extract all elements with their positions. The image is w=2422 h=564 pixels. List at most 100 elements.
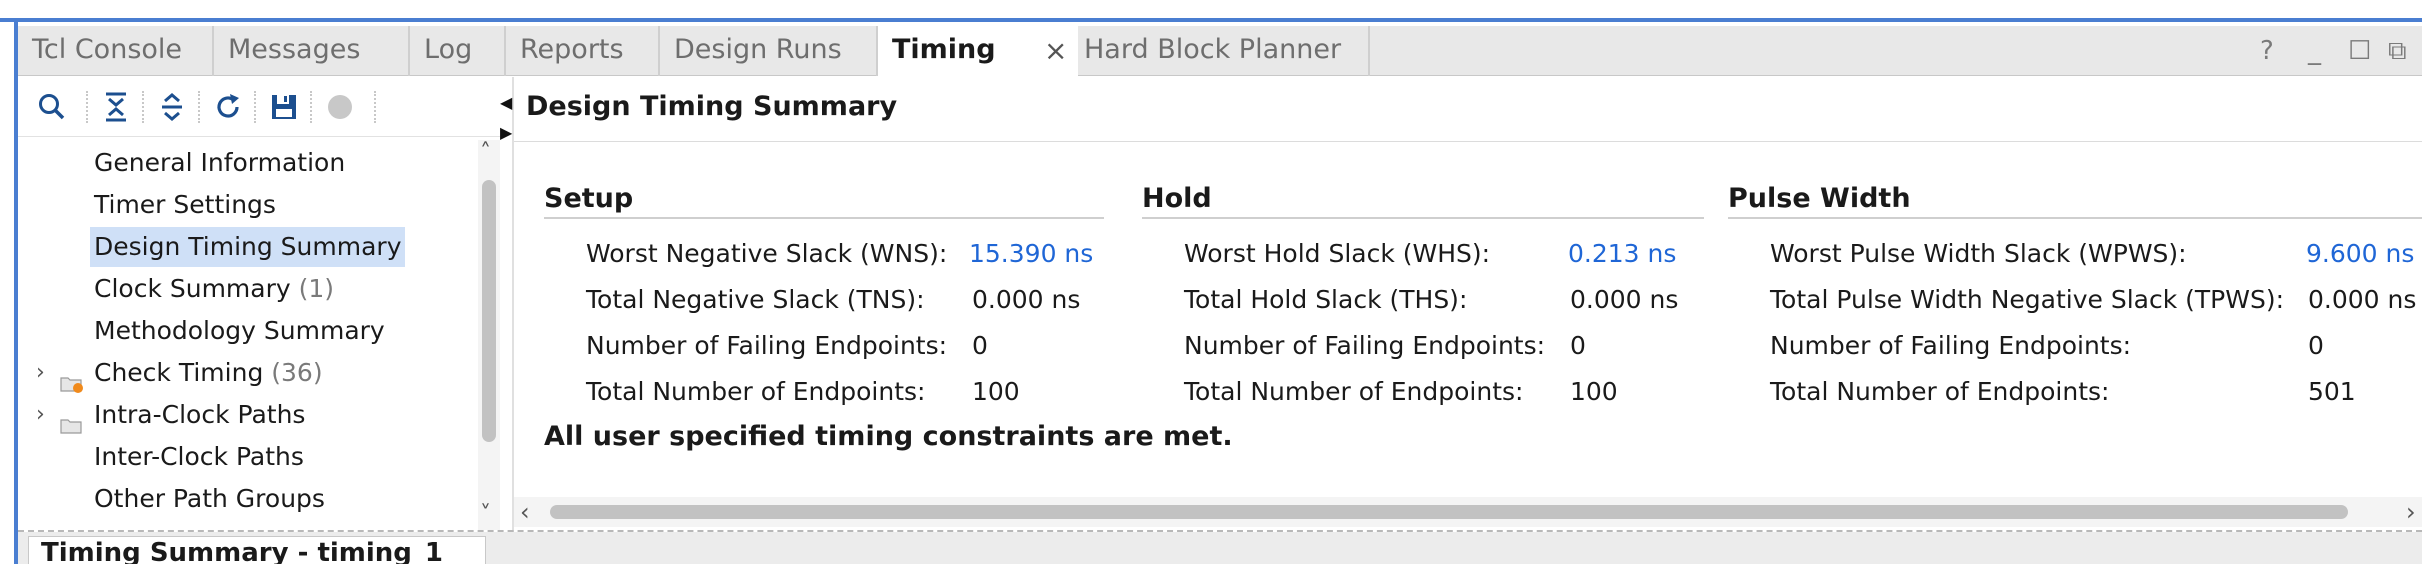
- hold-failing-value: 0: [1570, 331, 1586, 360]
- tab-label: Log: [424, 34, 473, 65]
- folder-warning-icon: [60, 365, 84, 393]
- hold-divider: [1142, 217, 1704, 219]
- help-icon[interactable]: ?: [2260, 36, 2274, 66]
- toolbar-separator: [142, 91, 144, 123]
- folder-icon: [60, 407, 84, 434]
- setup-divider: [544, 217, 1104, 219]
- chevron-right-icon[interactable]: ›: [36, 360, 45, 385]
- refresh-icon[interactable]: [210, 89, 246, 125]
- tree-item-count: (36): [271, 358, 323, 387]
- scroll-left-icon[interactable]: ‹: [520, 498, 530, 526]
- tab-label: Hard Block Planner: [1084, 34, 1342, 65]
- design-timing-summary-panel: Design Timing Summary Setup Worst Negati…: [514, 77, 2422, 532]
- tab-timing-close-icon[interactable]: ×: [1044, 34, 1068, 67]
- hold-total-label: Total Number of Endpoints:: [1184, 377, 1524, 406]
- hold-ths-value: 0.000 ns: [1570, 285, 1679, 314]
- tree-item-label: General Information: [94, 148, 346, 177]
- tree-item-label-group: Check Timing (36): [94, 353, 323, 393]
- pane-splitter[interactable]: ◀ ▶: [500, 77, 514, 532]
- tab-design-runs[interactable]: Design Runs: [660, 26, 878, 76]
- tree-item-label: Other Path Groups: [94, 484, 325, 513]
- panel-tab-bar: Tcl Console Messages Log Reports Design …: [18, 26, 2422, 77]
- expand-right-icon[interactable]: ▶: [500, 123, 513, 142]
- hold-total-value: 100: [1570, 377, 1618, 406]
- scroll-up-icon[interactable]: ˄: [480, 140, 491, 165]
- title-divider: [514, 141, 2422, 142]
- tree-item-label: Methodology Summary: [94, 316, 385, 345]
- pulse-width-heading: Pulse Width: [1728, 183, 1911, 214]
- bottom-divider: [18, 530, 2422, 532]
- tree-item-label-group: Clock Summary (1): [94, 269, 334, 309]
- tree-item-label: Check Timing: [94, 358, 264, 387]
- tree-item-label: Timer Settings: [94, 190, 276, 219]
- tree-vertical-scrollbar[interactable]: ˄ ˅: [478, 140, 500, 530]
- setup-wns-label: Worst Negative Slack (WNS):: [586, 239, 948, 268]
- tab-tcl-console[interactable]: Tcl Console: [18, 26, 214, 76]
- tab-label: Messages: [228, 34, 361, 65]
- timing-report-tree: General Information Timer Settings Desig…: [18, 140, 478, 530]
- collapse-left-icon[interactable]: ◀: [500, 93, 513, 112]
- tree-item-label: Design Timing Summary: [90, 227, 406, 267]
- window-top-border: [0, 0, 2422, 22]
- scrollbar-thumb[interactable]: [550, 505, 2348, 519]
- tab-label: Tcl Console: [32, 34, 183, 65]
- hold-heading: Hold: [1142, 183, 1212, 214]
- tree-item-label: Inter-Clock Paths: [94, 442, 304, 471]
- pulse-total-label: Total Number of Endpoints:: [1770, 377, 2110, 406]
- setup-tns-value: 0.000 ns: [972, 285, 1081, 314]
- expand-all-icon[interactable]: [154, 89, 190, 125]
- tab-label: Timing: [892, 34, 996, 65]
- pulse-wpws-link[interactable]: 9.600 ns: [2306, 239, 2415, 268]
- toolbar-separator: [374, 91, 376, 123]
- pulse-total-value: 501: [2308, 377, 2356, 406]
- tree-item-count: (1): [298, 274, 335, 303]
- hold-whs-link[interactable]: 0.213 ns: [1568, 239, 1677, 268]
- setup-failing-label: Number of Failing Endpoints:: [586, 331, 948, 360]
- results-tab-strip: Timing Summary - timing_1: [18, 532, 2422, 564]
- panel-title: Design Timing Summary: [526, 91, 898, 122]
- tree-item-label: Clock Summary: [94, 274, 291, 303]
- scroll-right-icon[interactable]: ›: [2406, 498, 2416, 526]
- setup-total-label: Total Number of Endpoints:: [586, 377, 926, 406]
- tab-log[interactable]: Log: [410, 26, 506, 76]
- toolbar-separator: [310, 91, 312, 123]
- save-icon[interactable]: [266, 89, 302, 125]
- maximize-icon[interactable]: ☐: [2348, 36, 2372, 66]
- toolbar-separator: [86, 91, 88, 123]
- pulse-failing-label: Number of Failing Endpoints:: [1770, 331, 2132, 360]
- timing-toolbar: [18, 77, 512, 137]
- hold-failing-label: Number of Failing Endpoints:: [1184, 331, 1546, 360]
- collapse-all-icon[interactable]: [98, 89, 134, 125]
- pulse-tpws-value: 0.000 ns: [2308, 285, 2417, 314]
- scroll-down-icon[interactable]: ˅: [480, 502, 491, 527]
- tab-messages[interactable]: Messages: [214, 26, 410, 76]
- toolbar-separator: [254, 91, 256, 123]
- hold-ths-label: Total Hold Slack (THS):: [1184, 285, 1468, 314]
- chevron-right-icon[interactable]: ›: [36, 402, 45, 427]
- setup-heading: Setup: [544, 183, 634, 214]
- setup-tns-label: Total Negative Slack (TNS):: [586, 285, 925, 314]
- panel-horizontal-scrollbar[interactable]: ‹ ›: [514, 497, 2422, 527]
- pulse-width-divider: [1728, 217, 2422, 219]
- tab-label: Reports: [520, 34, 624, 65]
- float-icon[interactable]: ⧉: [2388, 36, 2407, 66]
- constraints-met-message: All user specified timing constraints ar…: [544, 421, 1233, 452]
- setup-wns-link[interactable]: 15.390 ns: [969, 239, 1094, 268]
- tab-timing-summary[interactable]: Timing Summary - timing_1: [28, 536, 486, 564]
- minimize-icon[interactable]: _: [2308, 36, 2321, 66]
- scrollbar-thumb[interactable]: [482, 180, 496, 442]
- pulse-failing-value: 0: [2308, 331, 2324, 360]
- tab-hard-block-planner[interactable]: Hard Block Planner: [1070, 26, 1370, 76]
- toolbar-separator: [198, 91, 200, 123]
- pulse-wpws-label: Worst Pulse Width Slack (WPWS):: [1770, 239, 2187, 268]
- window-left-border: [14, 22, 18, 564]
- tab-label: Design Runs: [674, 34, 842, 65]
- setup-failing-value: 0: [972, 331, 988, 360]
- search-icon[interactable]: [34, 89, 70, 125]
- stop-icon[interactable]: [322, 89, 358, 125]
- tab-timing[interactable]: Timing: [878, 26, 1078, 77]
- tree-item-label: Intra-Clock Paths: [94, 400, 306, 429]
- pulse-tpws-label: Total Pulse Width Negative Slack (TPWS):: [1770, 285, 2285, 314]
- tab-reports[interactable]: Reports: [506, 26, 660, 76]
